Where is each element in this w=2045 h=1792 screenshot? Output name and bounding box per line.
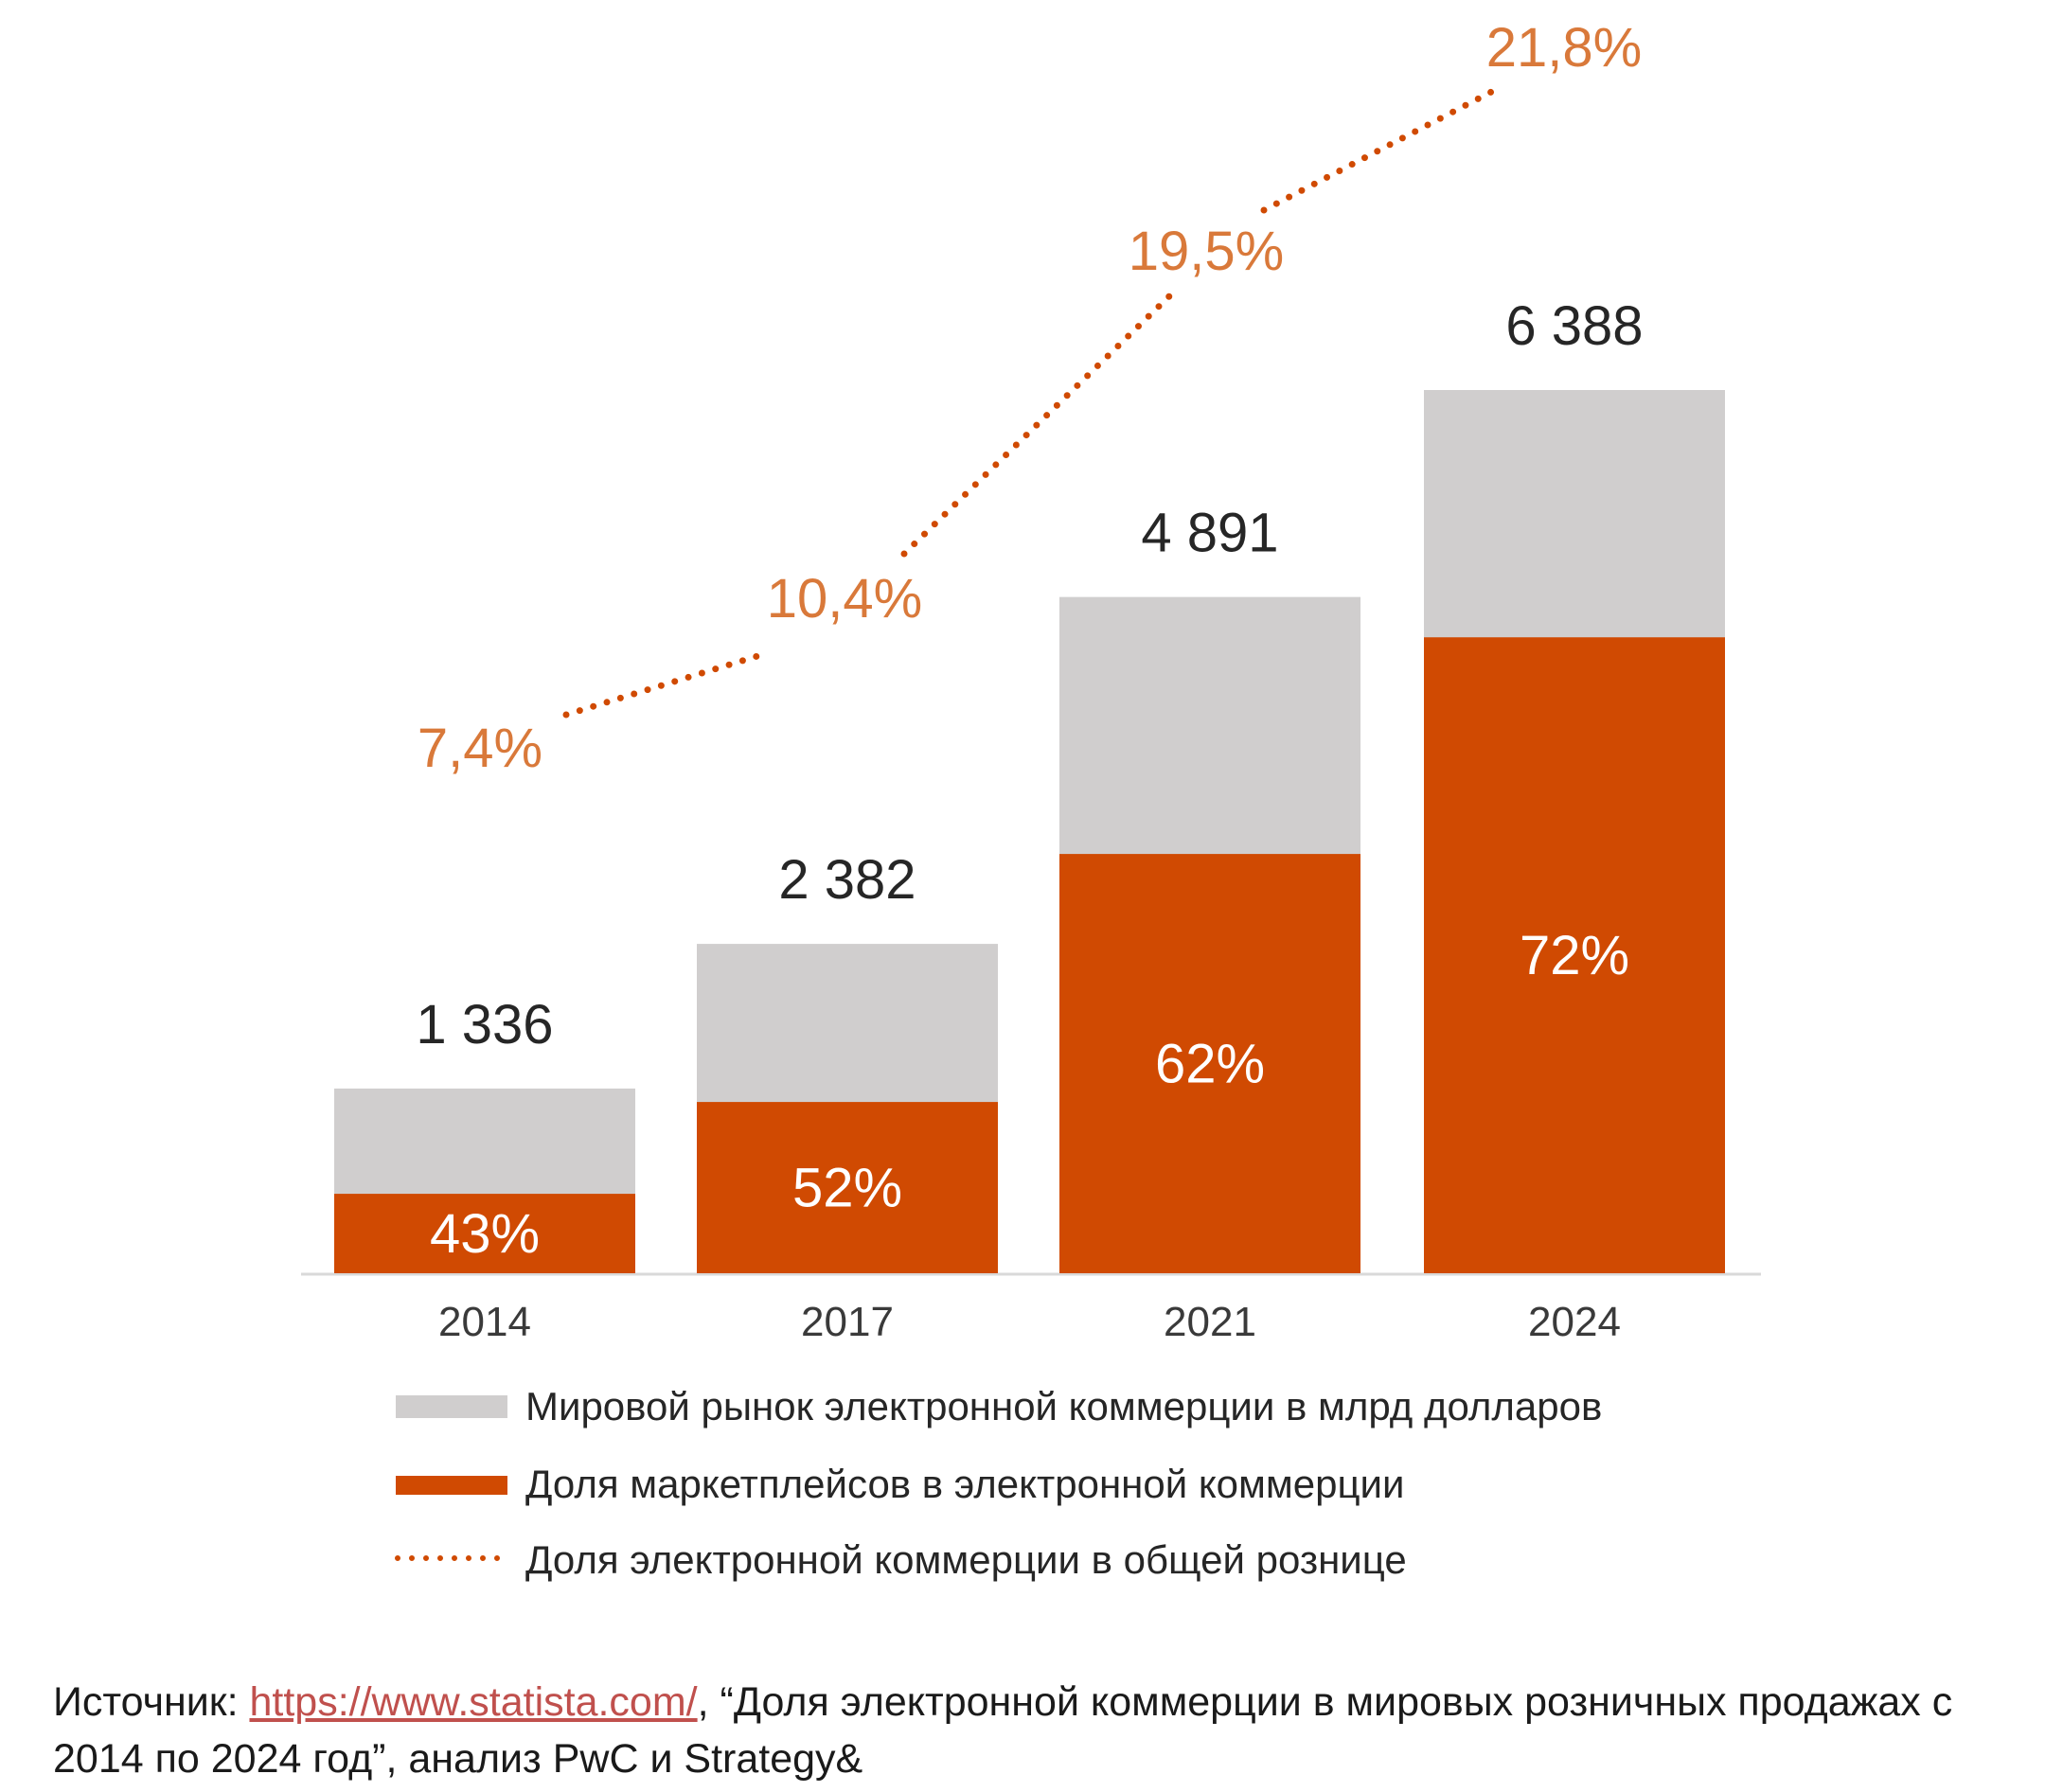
bar-share-2021	[1059, 854, 1360, 1273]
x-tick-2024: 2024	[1528, 1299, 1621, 1345]
bar-share-2017	[697, 1102, 998, 1273]
legend-label-share: Доля маркетплейсов в электронной коммерц…	[525, 1462, 1404, 1506]
bar-share-2024	[1424, 637, 1725, 1273]
legend-swatch-total	[396, 1395, 507, 1418]
source-description: , “Доля электронной коммерции в мировых …	[53, 1679, 1953, 1782]
retail-share-line	[562, 83, 1504, 719]
share-label-2024: 72%	[1520, 925, 1629, 986]
line-label-2017: 10,4%	[767, 568, 922, 630]
total-label-2017: 2 382	[778, 849, 916, 911]
x-tick-2021: 2021	[1164, 1299, 1256, 1345]
total-label-2021: 4 891	[1141, 503, 1278, 564]
source-prefix: Источник:	[53, 1679, 250, 1725]
share-label-2014: 43%	[430, 1203, 540, 1265]
source-link[interactable]: https://www.statista.com/	[249, 1679, 698, 1725]
source-note: Источник: https://www.statista.com/, “До…	[53, 1674, 2003, 1787]
x-tick-2017: 2017	[801, 1299, 894, 1345]
bar-share-2014	[334, 1194, 635, 1273]
total-label-2024: 6 388	[1505, 295, 1643, 357]
x-tick-2014: 2014	[438, 1299, 531, 1345]
legend-swatch-share	[396, 1476, 507, 1495]
total-label-2014: 1 336	[416, 994, 553, 1056]
line-label-2024: 21,8%	[1486, 17, 1642, 79]
legend-label-total: Мировой рынок электронной коммерции в мл…	[525, 1384, 1602, 1428]
line-label-2014: 7,4%	[418, 718, 542, 779]
ecommerce-chart: 1 336 43% 2014 2 382 52% 2017 4 891 62% 2021 6 38…	[301, 17, 1761, 1582]
legend-label-line: Доля электронной коммерции в общей розни…	[525, 1537, 1407, 1582]
share-label-2017: 52%	[792, 1158, 902, 1219]
line-label-2021: 19,5%	[1129, 221, 1284, 282]
share-label-2021: 62%	[1155, 1034, 1265, 1095]
